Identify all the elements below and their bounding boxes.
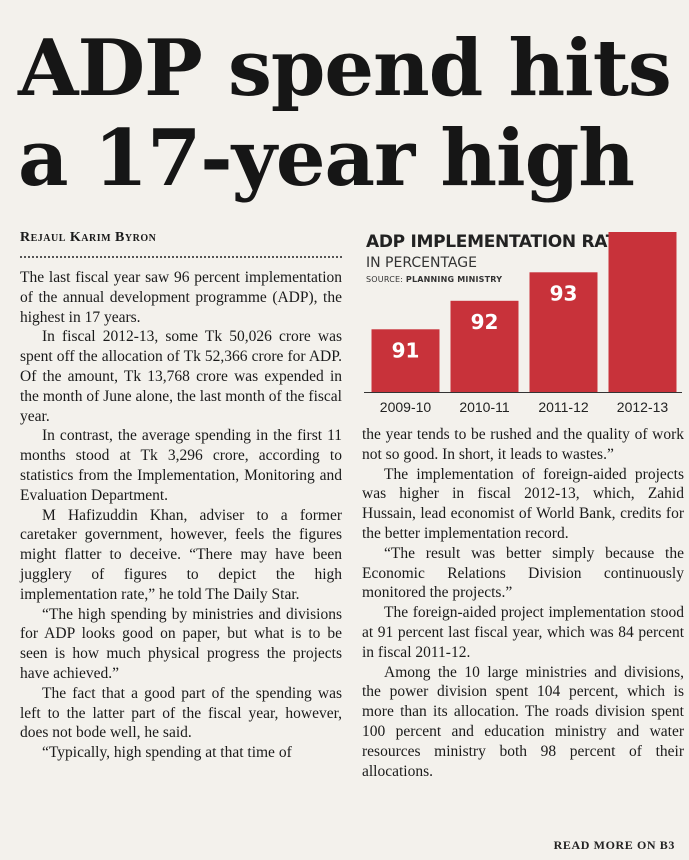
x-tick-label: 2010-11 (459, 399, 510, 415)
paragraph: The last fiscal year saw 96 percent impl… (20, 269, 342, 326)
byline: Rejaul Karim Byron (20, 230, 157, 245)
paragraph: “The high spending by ministries and div… (20, 605, 342, 682)
paragraph: In contrast, the average spending in the… (20, 427, 342, 504)
x-tick-label: 2011-12 (538, 399, 589, 415)
chart-subtitle: IN PERCENTAGE (366, 255, 477, 271)
paragraph: the year tends to be rushed and the qual… (362, 426, 684, 463)
paragraph: The fact that a good part of the spendin… (20, 684, 342, 742)
chart-title: ADP IMPLEMENTATION RATE (366, 232, 629, 252)
paragraph: “The result was better simply because th… (362, 544, 684, 602)
bar-2009-10 (371, 329, 440, 392)
bar-value-label: 91 (392, 338, 420, 362)
paragraph: M Hafizuddin Khan, adviser to a former c… (20, 506, 342, 603)
paragraph: The implementation of foreign-aided proj… (362, 465, 684, 542)
x-tick-label: 2012-13 (617, 399, 669, 415)
paragraph: In fiscal 2012-13, some Tk 50,026 crore … (20, 328, 342, 425)
article-column-2: the year tends to be rushed and the qual… (362, 425, 684, 781)
read-more-link[interactable]: READ MORE ON B3 (553, 838, 675, 852)
paragraph: “Typically, high spending at that time o… (42, 744, 292, 762)
bar-value-label: 92 (471, 310, 499, 334)
paragraph: The foreign-aided project implementation… (362, 604, 684, 661)
bar-2010-11 (450, 300, 519, 392)
bar-value-label: 93 (550, 281, 578, 305)
x-tick-label: 2009-10 (380, 399, 432, 415)
paragraph: Among the 10 large ministries and divisi… (362, 663, 684, 780)
chart-source-label: SOURCE: (366, 275, 404, 284)
bar-2012-13 (608, 232, 677, 392)
chart-source: SOURCE: PLANNING MINISTRY (366, 275, 502, 284)
byline-divider (20, 256, 342, 258)
chart-source-name: PLANNING MINISTRY (405, 275, 503, 284)
bar-2011-12 (529, 272, 598, 392)
adp-chart: ADP IMPLEMENTATION RATE IN PERCENTAGE SO… (362, 232, 684, 422)
article-column-1: The last fiscal year saw 96 percent impl… (20, 268, 342, 763)
headline: ADP spend hits a 17-year high (18, 23, 672, 204)
